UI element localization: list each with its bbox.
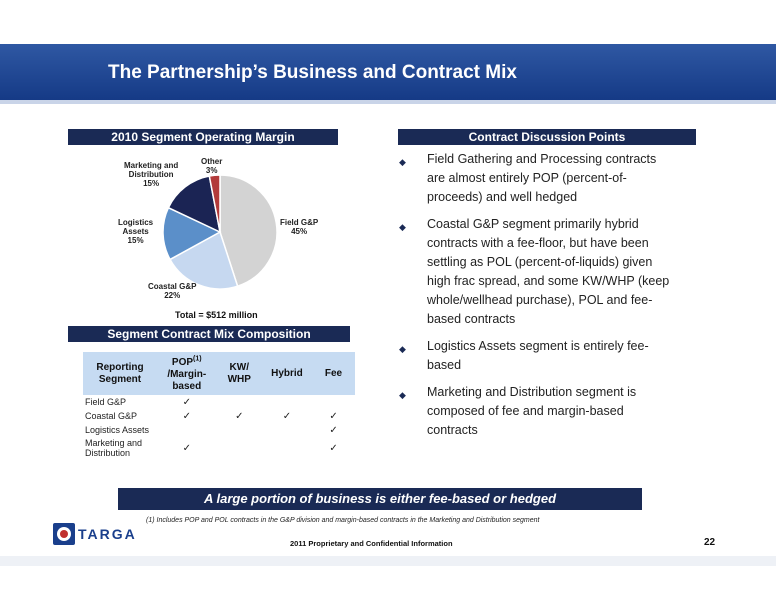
pie-slice: [167, 175, 222, 234]
check-mark: ✓: [329, 442, 338, 454]
col-header-fee: Fee: [312, 352, 355, 396]
diamond-bullet-icon: ◆: [399, 390, 406, 400]
pie-slice: [208, 174, 221, 233]
empty-cell: [217, 437, 262, 459]
contract-mix-table: Reporting Segment POP(1) /Margin-based K…: [83, 352, 355, 459]
title-band: [0, 44, 776, 104]
check-mark: ✓: [182, 396, 191, 408]
empty-cell: [262, 423, 312, 437]
discussion-section-header: Contract Discussion Points: [398, 129, 696, 145]
check-mark: ✓: [282, 410, 292, 422]
footnote: (1) Includes POP and POL contracts in th…: [146, 517, 540, 524]
targa-logo: TARGA: [52, 520, 172, 548]
pie-label-marketing: Marketing and Distribution 15%: [124, 161, 179, 188]
pie-slice: [162, 206, 222, 261]
table-header-row: Reporting Segment POP(1) /Margin-based K…: [83, 352, 355, 396]
page-number: 22: [704, 537, 716, 548]
segment-cell: Marketing and Distribution: [85, 438, 143, 459]
empty-cell: [217, 423, 262, 437]
confidential-notice: 2011 Proprietary and Confidential Inform…: [290, 539, 453, 548]
empty-cell: [262, 437, 312, 459]
pie-label-coastal-gp: Coastal G&P 22%: [148, 282, 197, 300]
pie-label-other: Other 3%: [201, 157, 223, 175]
check-mark: ✓: [182, 442, 191, 454]
check-mark: ✓: [235, 410, 244, 422]
targa-logo-icon: [53, 523, 75, 545]
bullet-item: ◆ Field Gathering and Processing contract…: [399, 152, 657, 204]
check-mark: ✓: [182, 410, 191, 422]
col-header-segment: Reporting Segment: [83, 352, 157, 396]
col-header-pop: POP(1) /Margin-based: [156, 352, 217, 396]
footer-band: [0, 556, 776, 566]
bullet-item: ◆ Coastal G&P segment primarily hybrid co…: [399, 217, 670, 326]
diamond-bullet-icon: ◆: [399, 157, 406, 167]
pie-total: Total = $512 million: [175, 310, 258, 320]
diamond-bullet-icon: ◆: [399, 222, 406, 232]
pie-slice: [219, 174, 278, 288]
pie-label-field-gp: Field G&P 45%: [280, 218, 319, 236]
bullet-item: ◆ Logistics Assets segment is entirely fe…: [399, 339, 649, 372]
segment-cell: Coastal G&P: [85, 411, 138, 422]
check-mark: ✓: [329, 424, 338, 436]
table-row: Marketing and Distribution ✓ ✓: [83, 437, 355, 459]
pie-slice: [169, 230, 239, 290]
check-mark: ✓: [329, 410, 338, 422]
slide-title: The Partnership’s Business and Contract …: [108, 62, 517, 83]
pie-section-header: 2010 Segment Operating Margin: [68, 129, 338, 145]
segment-cell: Field G&P: [85, 397, 127, 408]
table-row: Logistics Assets ✓: [83, 423, 355, 437]
empty-cell: [262, 395, 312, 409]
pie-svg: [162, 174, 278, 290]
table-row: Field G&P ✓: [83, 395, 355, 409]
diamond-bullet-icon: ◆: [399, 344, 406, 354]
table-row: Coastal G&P ✓ ✓ ✓ ✓: [83, 409, 355, 423]
pie-label-logistics: Logistics Assets 15%: [118, 218, 154, 245]
empty-cell: [157, 423, 217, 437]
discussion-bullets: ◆ Field Gathering and Processing contract…: [397, 150, 677, 448]
col-header-kw-whp: KW/ WHP: [216, 352, 262, 396]
col-header-hybrid: Hybrid: [261, 352, 313, 396]
pie-chart: Field G&P 45% Coastal G&P 22% Logistics Ass…: [84, 150, 384, 330]
empty-cell: [217, 395, 262, 409]
mix-section-header: Segment Contract Mix Composition: [68, 326, 350, 342]
empty-cell: [312, 395, 355, 409]
bullet-item: ◆ Marketing and Distribution segment is c…: [399, 385, 637, 437]
logo-text: TARGA: [78, 526, 137, 542]
segment-cell: Logistics Assets: [85, 425, 150, 436]
key-message-banner: A large portion of business is either fe…: [118, 488, 642, 510]
